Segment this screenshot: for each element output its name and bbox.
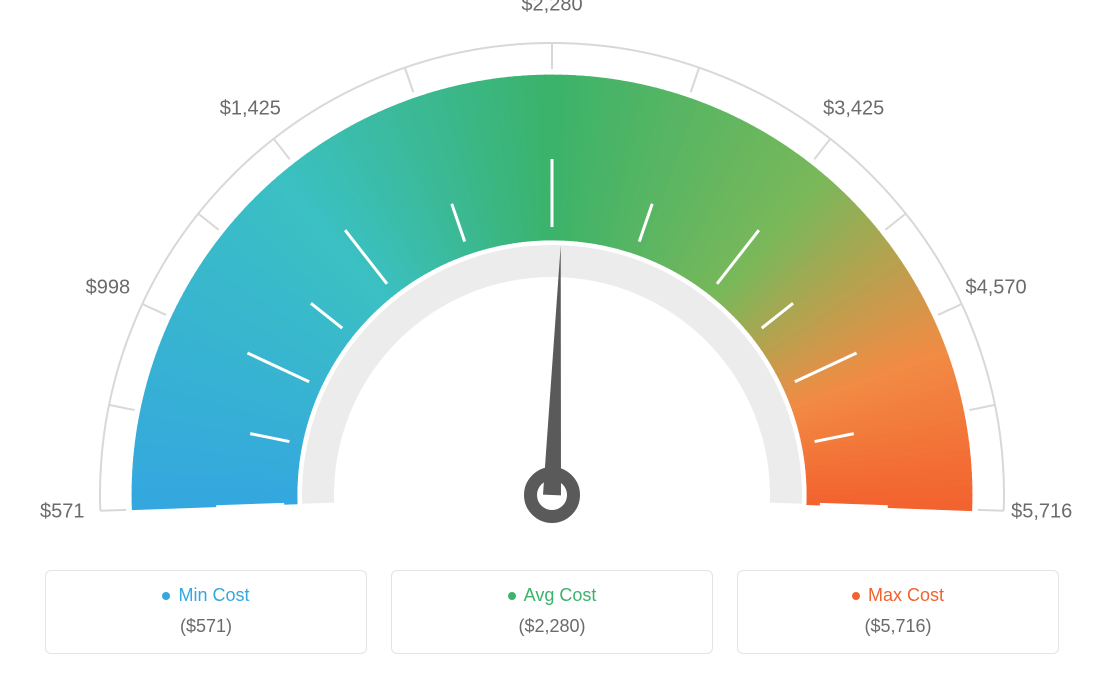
- gauge-tick-label: $5,716: [1011, 501, 1072, 524]
- dot-icon: [852, 592, 860, 600]
- legend-title-text: Min Cost: [178, 585, 249, 606]
- gauge-svg: [0, 0, 1104, 560]
- gauge-tick-label: $998: [86, 276, 131, 299]
- legend-card-avg: Avg Cost ($2,280): [391, 570, 713, 654]
- legend-title-text: Avg Cost: [524, 585, 597, 606]
- legend-card-max: Max Cost ($5,716): [737, 570, 1059, 654]
- legend-value-max: ($5,716): [748, 616, 1048, 637]
- legend-title-text: Max Cost: [868, 585, 944, 606]
- gauge-chart: $571 $998 $1,425 $2,280 $3,425 $4,570 $5,716: [0, 0, 1104, 560]
- gauge-tick-label: $3,425: [823, 97, 884, 120]
- dot-icon: [162, 592, 170, 600]
- gauge-tick-label: $2,280: [521, 0, 582, 17]
- gauge-tick-label: $571: [40, 501, 85, 524]
- legend-value-min: ($571): [56, 616, 356, 637]
- legend-row: Min Cost ($571) Avg Cost ($2,280) Max Co…: [0, 560, 1104, 654]
- legend-card-min: Min Cost ($571): [45, 570, 367, 654]
- legend-title-max: Max Cost: [852, 585, 944, 606]
- gauge-tick-label: $4,570: [965, 276, 1026, 299]
- gauge-tick-label: $1,425: [220, 97, 281, 120]
- dot-icon: [508, 592, 516, 600]
- legend-title-avg: Avg Cost: [508, 585, 597, 606]
- legend-value-avg: ($2,280): [402, 616, 702, 637]
- legend-title-min: Min Cost: [162, 585, 249, 606]
